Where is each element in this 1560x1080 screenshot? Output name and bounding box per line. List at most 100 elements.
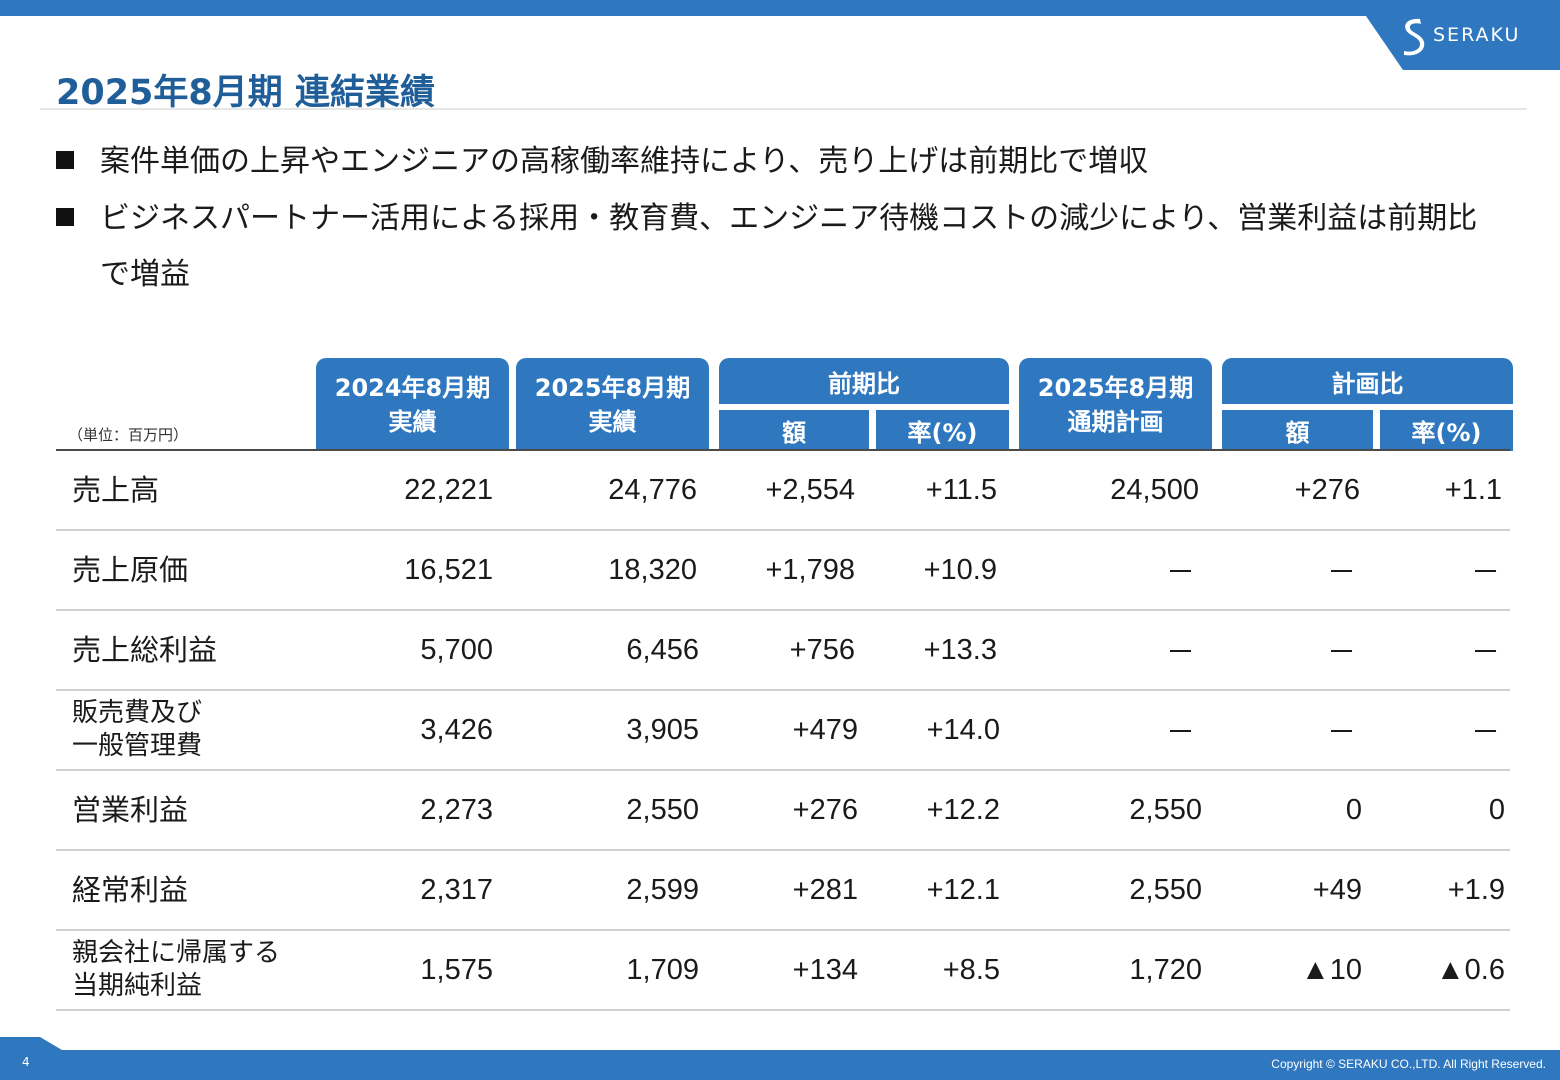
header-yoy-amount: 額 bbox=[719, 410, 869, 451]
cell-plan-rate: 0 bbox=[1488, 793, 1505, 826]
cell-plan-rate: － bbox=[1470, 717, 1500, 749]
cell-plan: 1,720 bbox=[1129, 953, 1202, 986]
square-bullet-icon bbox=[56, 150, 74, 169]
cell-yoy-amount: +1,798 bbox=[765, 553, 855, 586]
cell-plan-rate: － bbox=[1470, 637, 1500, 669]
table-row: 経常利益 2,317 2,599 +281 +12.1 2,550 +49 +1… bbox=[56, 850, 1510, 930]
header-plan: 2025年8月期 通期計画 bbox=[1019, 358, 1212, 451]
cell-plan: － bbox=[1165, 557, 1195, 589]
cell-yoy-rate: +10.9 bbox=[923, 553, 997, 586]
square-bullet-icon bbox=[56, 207, 74, 226]
header-fy2025-line2: 実績 bbox=[588, 407, 637, 436]
header-fy2025: 2025年8月期 実績 bbox=[516, 358, 709, 451]
bullet-2: ビジネスパートナー活用による採用・教育費、エンジニア待機コストの減少により、営業… bbox=[56, 191, 1506, 303]
cell-plan: 2,550 bbox=[1129, 873, 1202, 906]
row-label: 営業利益 bbox=[72, 792, 189, 827]
cell-plan: 24,500 bbox=[1110, 473, 1199, 506]
table-row: 営業利益 2,273 2,550 +276 +12.2 2,550 0 0 bbox=[56, 770, 1510, 850]
footer-bar bbox=[0, 1050, 1560, 1080]
header-vs-plan-amount: 額 bbox=[1222, 410, 1373, 451]
cell-fy2024: 2,273 bbox=[420, 793, 493, 826]
page-number-tab bbox=[0, 1037, 62, 1080]
row-label: 売上高 bbox=[72, 472, 160, 507]
row-divider bbox=[56, 769, 1510, 771]
table-header-rule bbox=[56, 449, 1510, 451]
logo-text: SERAKU bbox=[1433, 24, 1521, 46]
cell-plan-amount: － bbox=[1326, 637, 1356, 669]
cell-fy2025: 3,905 bbox=[626, 713, 699, 746]
row-divider bbox=[56, 1009, 1510, 1011]
cell-fy2025: 1,709 bbox=[626, 953, 699, 986]
seraku-logo-icon bbox=[1404, 18, 1425, 56]
cell-yoy-amount: +134 bbox=[792, 953, 858, 986]
cell-plan-rate: +1.1 bbox=[1444, 473, 1502, 506]
table-row: 親会社に帰属する 当期純利益 1,575 1,709 +134 +8.5 1,72… bbox=[56, 930, 1510, 1010]
header-yoy: 前期比 bbox=[719, 358, 1009, 404]
unit-label: （単位：百万円） bbox=[68, 426, 189, 444]
header-yoy-rate: 率(%) bbox=[876, 410, 1009, 451]
header-plan-line2: 通期計画 bbox=[1067, 407, 1164, 436]
cell-plan-amount: － bbox=[1326, 557, 1356, 589]
cell-yoy-amount: +756 bbox=[789, 633, 855, 666]
cell-yoy-rate: +13.3 bbox=[923, 633, 997, 666]
cell-plan-amount: +49 bbox=[1312, 873, 1362, 906]
row-label: 親会社に帰属する 当期純利益 bbox=[72, 938, 281, 1001]
row-label: 販売費及び 一般管理費 bbox=[72, 698, 203, 761]
bullet-text: 案件単価の上昇やエンジニアの高稼働率維持により、売り上げは前期比で増収 bbox=[100, 144, 1149, 179]
cell-plan: 2,550 bbox=[1129, 793, 1202, 826]
table-row: 販売費及び 一般管理費 3,426 3,905 +479 +14.0 － － － bbox=[56, 690, 1510, 770]
table-row: 売上原価 16,521 18,320 +1,798 +10.9 － － － bbox=[56, 530, 1510, 610]
row-label: 売上総利益 bbox=[72, 632, 218, 667]
page-number: 4 bbox=[22, 1055, 30, 1069]
cell-plan-rate: ▲0.6 bbox=[1435, 953, 1505, 986]
cell-yoy-rate: +12.1 bbox=[926, 873, 1000, 906]
cell-yoy-rate: +8.5 bbox=[942, 953, 1000, 986]
cell-fy2024: 3,426 bbox=[420, 713, 493, 746]
table-row: 売上総利益 5,700 6,456 +756 +13.3 － － － bbox=[56, 610, 1510, 690]
row-divider bbox=[56, 529, 1510, 531]
header-vs-plan: 計画比 bbox=[1222, 358, 1513, 404]
header-fy2024-line2: 実績 bbox=[388, 407, 437, 436]
row-label: 売上原価 bbox=[72, 552, 189, 587]
top-bar bbox=[0, 0, 1560, 16]
row-label: 経常利益 bbox=[72, 872, 189, 907]
cell-plan-amount: 0 bbox=[1345, 793, 1362, 826]
cell-fy2024: 1,575 bbox=[420, 953, 493, 986]
bullet-1: 案件単価の上昇やエンジニアの高稼働率維持により、売り上げは前期比で増収 bbox=[56, 134, 1148, 190]
cell-fy2025: 6,456 bbox=[626, 633, 699, 666]
cell-plan-amount: ▲10 bbox=[1301, 953, 1362, 986]
cell-yoy-amount: +479 bbox=[792, 713, 858, 746]
cell-yoy-rate: +14.0 bbox=[926, 713, 1000, 746]
cell-plan: － bbox=[1165, 637, 1195, 669]
copyright-text: Copyright © SERAKU CO.,LTD. All Right Re… bbox=[1271, 1057, 1546, 1071]
cell-yoy-amount: +2,554 bbox=[765, 473, 855, 506]
cell-yoy-rate: +12.2 bbox=[926, 793, 1000, 826]
header-plan-line1: 2025年8月期 bbox=[1037, 373, 1194, 402]
header-fy2025-line1: 2025年8月期 bbox=[534, 373, 691, 402]
cell-yoy-rate: +11.5 bbox=[925, 473, 997, 506]
row-divider bbox=[56, 929, 1510, 931]
row-divider bbox=[56, 849, 1510, 851]
cell-fy2024: 22,221 bbox=[404, 473, 493, 506]
header-fy2024: 2024年8月期 実績 bbox=[316, 358, 509, 451]
row-divider bbox=[56, 689, 1510, 691]
header-fy2024-line1: 2024年8月期 bbox=[334, 373, 491, 402]
cell-yoy-amount: +276 bbox=[792, 793, 858, 826]
bullet-text-continued: で増益 bbox=[100, 257, 190, 292]
cell-plan-rate: － bbox=[1470, 557, 1500, 589]
cell-yoy-amount: +281 bbox=[792, 873, 858, 906]
cell-fy2025: 24,776 bbox=[608, 473, 697, 506]
bullet-text: ビジネスパートナー活用による採用・教育費、エンジニア待機コストの減少により、営業… bbox=[100, 201, 1478, 236]
cell-fy2025: 2,599 bbox=[626, 873, 699, 906]
cell-plan: － bbox=[1165, 717, 1195, 749]
header-vs-plan-rate: 率(%) bbox=[1380, 410, 1513, 451]
table-row: 売上高 22,221 24,776 +2,554 +11.5 24,500 +2… bbox=[56, 450, 1510, 530]
cell-fy2024: 5,700 bbox=[420, 633, 493, 666]
cell-fy2025: 18,320 bbox=[608, 553, 697, 586]
cell-plan-amount: － bbox=[1326, 717, 1356, 749]
cell-fy2024: 2,317 bbox=[420, 873, 493, 906]
cell-plan-rate: +1.9 bbox=[1447, 873, 1505, 906]
title-divider bbox=[40, 108, 1527, 110]
cell-plan-amount: +276 bbox=[1294, 473, 1360, 506]
row-divider bbox=[56, 609, 1510, 611]
